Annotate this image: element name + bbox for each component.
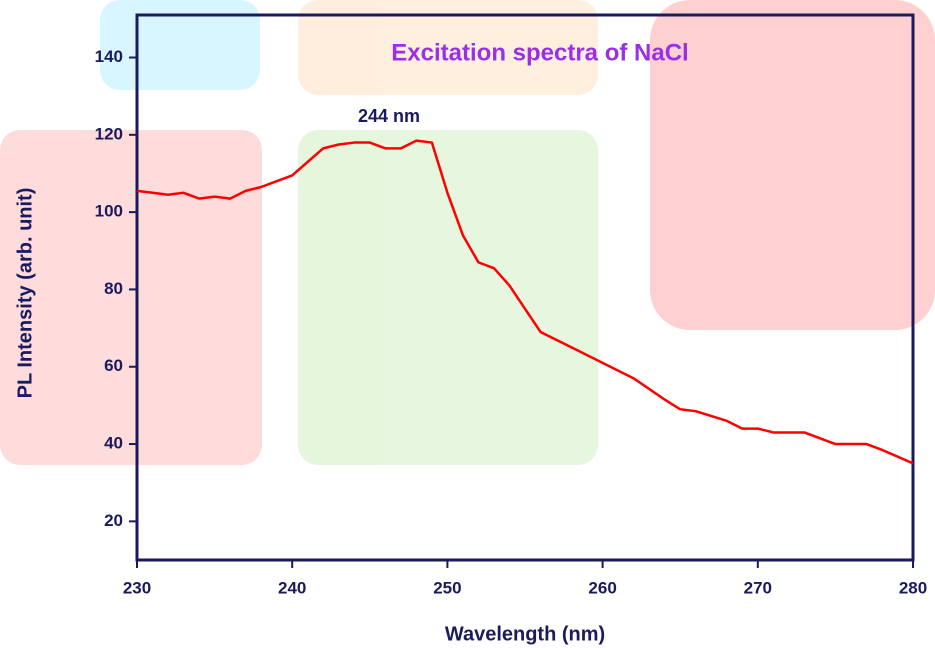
y-axis-label: PL Intensity (arb. unit) xyxy=(14,188,36,399)
x-tick-label: 240 xyxy=(278,578,306,597)
watermark xyxy=(0,0,935,465)
x-tick-label: 230 xyxy=(123,578,151,597)
x-tick-label: 250 xyxy=(433,578,461,597)
chart: Excitation spectra of NaCl 244 nm Wavele… xyxy=(0,0,935,648)
chart-title: Excitation spectra of NaCl xyxy=(391,39,688,66)
y-tick-label: 40 xyxy=(104,434,123,453)
x-axis-label: Wavelength (nm) xyxy=(445,623,605,645)
x-tick-label: 280 xyxy=(899,578,927,597)
y-tick-label: 80 xyxy=(104,279,123,298)
x-tick-label: 270 xyxy=(744,578,772,597)
annotation: 244 nm xyxy=(358,106,420,126)
y-tick-label: 60 xyxy=(104,356,123,375)
y-tick-label: 100 xyxy=(95,202,123,221)
y-tick-label: 20 xyxy=(104,511,123,530)
y-tick-label: 140 xyxy=(95,47,123,66)
y-tick-label: 120 xyxy=(95,124,123,143)
x-tick-label: 260 xyxy=(588,578,616,597)
